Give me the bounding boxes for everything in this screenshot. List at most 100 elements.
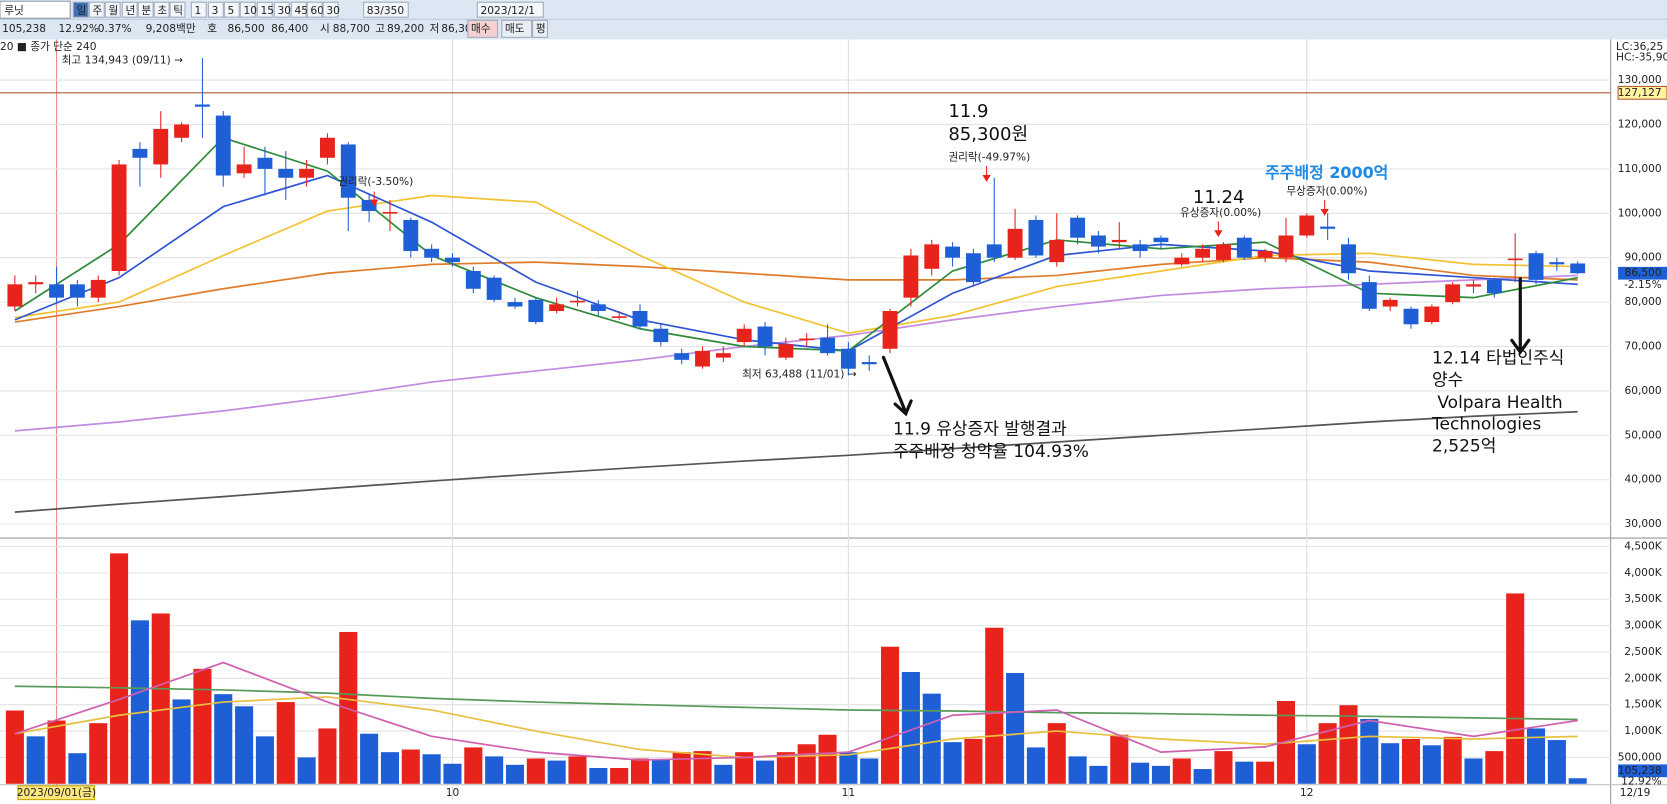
toolbar-item[interactable]: 틱 (173, 4, 183, 17)
toolbar: 루닛 일 주 월 년 분 초 틱 1 3 5 10 15 30 45 60 30 83/350 2023/12/11… (0, 0, 549, 38)
toolbar-button (467, 19, 499, 38)
date-box (17, 785, 96, 801)
quote-item: 89,200 (387, 22, 424, 35)
quote-item: 86,400 (271, 22, 308, 35)
volume-bar (172, 699, 191, 784)
toolbar-item[interactable]: 5 (228, 4, 235, 17)
toolbar-item[interactable]: 분 (141, 4, 151, 17)
volume-bar (1172, 758, 1191, 784)
candle-body (1382, 299, 1398, 307)
volume-bar (776, 752, 795, 784)
y-tick-label: 4,500K (1624, 540, 1662, 553)
volume-bar (985, 627, 1004, 784)
toolbar-item[interactable]: 초 (157, 4, 167, 17)
volume-bar (1193, 769, 1212, 784)
candle-body (1424, 306, 1440, 323)
volume-bar (47, 720, 66, 784)
ma-line (14, 661, 1578, 761)
toolbar-item[interactable]: 30 (277, 4, 291, 17)
volume-bar (547, 760, 566, 784)
volume-bar (360, 733, 379, 784)
candle-body (1549, 262, 1565, 265)
candle-body (653, 328, 669, 343)
toolbar-item[interactable]: 주 (92, 4, 102, 17)
volume-bar (380, 752, 399, 784)
toolbar-item[interactable]: 일 (77, 4, 87, 17)
candle-body (465, 271, 481, 289)
candle-body (611, 316, 627, 318)
candle-body (403, 219, 419, 252)
x-tick-label: 12 (1300, 786, 1314, 799)
x-tick-label: 10 (446, 786, 460, 799)
toolbar-item[interactable]: 3 (212, 4, 219, 17)
candle-body (28, 282, 44, 285)
candle-body (1278, 235, 1294, 258)
annotation: 최고 134,943 (09/11) → (62, 54, 184, 67)
volume-bar (193, 668, 212, 784)
toolbar-item[interactable]: 10 (243, 4, 257, 17)
volume-bar (5, 710, 24, 784)
quote-item: 시 (320, 22, 330, 35)
volume-bar (1464, 758, 1483, 784)
toolbar-item[interactable]: 2023/12/1 (481, 4, 535, 17)
toolbar-item[interactable]: 15 (260, 4, 274, 17)
quote-item: 호 (207, 22, 217, 35)
change-label: -2.15% (1624, 278, 1662, 291)
volume-bar (943, 742, 962, 784)
candle-body (1216, 244, 1231, 260)
candle-body (486, 277, 502, 300)
reference-label: 127,127 (1618, 86, 1662, 99)
toolbar-item[interactable]: 60 (310, 4, 324, 17)
volume-bar (1443, 736, 1462, 784)
quote-item: 매수 (471, 22, 491, 35)
volume-bar (651, 759, 670, 784)
y-tick-label: 3,000K (1624, 619, 1662, 632)
candle-body (445, 257, 460, 263)
toolbar-button (322, 1, 339, 18)
volume-bar (1089, 765, 1108, 784)
candle-body (382, 211, 398, 214)
volume-bar (422, 754, 441, 784)
y-tick-label: 120,000 (1618, 117, 1662, 130)
toolbar-item[interactable]: 월 (108, 4, 118, 17)
toolbar-item: 루닛 (4, 4, 24, 17)
corner-label: HC:-35,90 (1616, 51, 1667, 64)
candle-body (299, 168, 315, 178)
volume-bar (755, 760, 775, 784)
toolbar-item[interactable]: 45 (294, 4, 308, 17)
candle-body (340, 144, 356, 198)
volume-bar (505, 764, 525, 784)
volume-bar (1485, 751, 1504, 784)
candle-body (1174, 257, 1190, 265)
candle-body (49, 284, 65, 298)
note: 2,525억 (1432, 437, 1496, 457)
x-tick-label: 11 (842, 786, 856, 799)
volume-bar (297, 757, 316, 784)
volume-bar (589, 767, 608, 784)
candle-body (674, 353, 690, 360)
volume-bar (1422, 745, 1441, 784)
candle-body (1403, 308, 1419, 325)
volume-bar (485, 756, 504, 784)
annotation: 권리락(-3.50%) (338, 175, 413, 188)
y-tick-label: 500,000 (1618, 750, 1662, 763)
volume-bar (1235, 761, 1254, 784)
quote-item: 86,500 (228, 22, 265, 35)
toolbar-item[interactable]: 83/350 (367, 4, 405, 17)
reference-box (1617, 85, 1667, 100)
candle-body (1028, 219, 1044, 256)
toolbar-button (256, 1, 273, 18)
candle-body (1132, 244, 1148, 252)
toolbar-button (72, 1, 89, 18)
toolbar-item[interactable]: 1 (195, 4, 202, 17)
volume-bar (110, 553, 129, 784)
volume-bar (1068, 756, 1087, 784)
volume-bar (339, 631, 358, 784)
volume-bar (568, 756, 587, 784)
toolbar-item[interactable]: 30 (326, 4, 340, 17)
candle-body (757, 326, 773, 347)
volume-bar (464, 747, 483, 784)
candle-body (1466, 284, 1481, 287)
toolbar-item[interactable]: 년 (125, 4, 135, 17)
